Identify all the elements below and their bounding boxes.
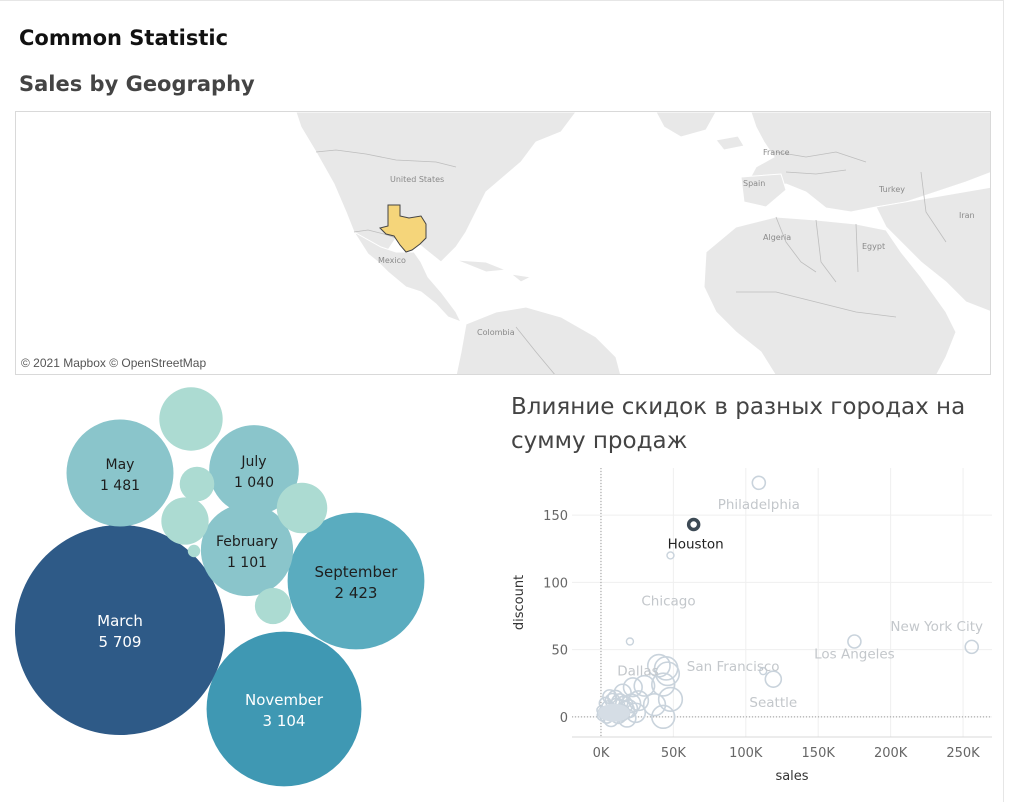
scatter-point[interactable] — [646, 653, 671, 678]
map-title: Sales by Geography — [19, 72, 255, 96]
bubble-svg: March 5 709 November 3 104 September 2 423 May… — [15, 387, 425, 787]
bubble-value: 5 709 — [99, 633, 142, 651]
scatter-point[interactable] — [621, 693, 642, 714]
bubble-november[interactable]: November 3 104 — [206, 631, 362, 787]
map-label-iran: Iran — [959, 211, 975, 220]
map-europe — [747, 112, 990, 213]
map-iberia — [740, 173, 787, 208]
city-point-los-angeles[interactable]: Los Angeles — [814, 634, 895, 663]
bubble-label: February — [216, 534, 278, 550]
bubble-value: 1 101 — [227, 555, 267, 571]
city-point-chicago[interactable]: Chicago — [641, 551, 696, 610]
bubble-label: November — [245, 691, 324, 709]
city-label: Seattle — [749, 695, 797, 711]
bubble-label: May — [106, 457, 135, 473]
map-label-colombia: Colombia — [477, 328, 515, 337]
city-label: Chicago — [641, 593, 695, 609]
map-africa — [703, 216, 957, 374]
map-north-america — [295, 112, 577, 263]
city-point-san-francisco[interactable]: San Francisco — [687, 659, 780, 676]
scatter-cluster[interactable] — [598, 703, 630, 722]
bubble-label: September — [315, 563, 399, 581]
scatter-point[interactable] — [633, 674, 656, 697]
scatter-title: Влияние скидок в разных городах на сумму… — [511, 394, 966, 454]
scatter-point[interactable] — [655, 661, 681, 687]
scatter-point[interactable] — [642, 693, 667, 717]
map-attribution: © 2021 Mapbox © OpenStreetMap — [21, 356, 207, 370]
map-label-algeria: Algeria — [763, 233, 791, 242]
city-label: Los Angeles — [814, 647, 895, 663]
map-greenland — [655, 112, 717, 138]
y-tick-label: 150 — [543, 509, 568, 524]
x-tick-label: 0K — [593, 746, 610, 761]
bubble-unlabeled-9[interactable] — [254, 587, 292, 625]
bubble-value: 1 481 — [100, 478, 140, 494]
bubble-unlabeled-6[interactable] — [159, 387, 223, 451]
bubble-label: July — [240, 454, 266, 470]
bubble-value: 3 104 — [263, 712, 306, 730]
bubble-value: 1 040 — [234, 475, 274, 491]
map-south-america — [455, 306, 621, 374]
map-label-mexico: Mexico — [378, 256, 406, 265]
city-label: Houston — [668, 536, 724, 552]
bubble-chart: March 5 709 November 3 104 September 2 423 May… — [0, 380, 470, 802]
scatter-point[interactable] — [622, 677, 643, 698]
scatter-point[interactable] — [651, 672, 676, 697]
dashboard-title: Common Statistic — [19, 26, 229, 50]
map-asia — [875, 186, 990, 312]
x-tick-label: 100K — [729, 746, 763, 761]
city-point-houston[interactable]: Houston — [668, 517, 724, 552]
bubble-unlabeled-10[interactable] — [179, 466, 215, 502]
map-label-spain: Spain — [743, 179, 765, 188]
city-label: Dallas — [617, 664, 658, 680]
bubble-july[interactable]: July 1 040 — [209, 425, 299, 515]
y-tick-label: 100 — [543, 576, 568, 591]
x-tick-label: 250K — [946, 746, 980, 761]
city-point-philadelphia[interactable]: Philadelphia — [718, 475, 800, 513]
x-tick-label: 200K — [874, 746, 908, 761]
bubble-march[interactable]: March 5 709 — [15, 525, 225, 735]
city-label: Philadelphia — [718, 497, 800, 513]
city-point-new-york-city[interactable]: New York City — [890, 619, 983, 655]
map-caribbean — [455, 259, 507, 273]
bubble-september[interactable]: September 2 423 — [287, 512, 425, 650]
scatter-point[interactable] — [628, 690, 650, 712]
map-land: United States Mexico Colombia France Spa… — [295, 112, 990, 374]
bubble-unlabeled-11[interactable] — [187, 544, 201, 558]
bubble-may[interactable]: May 1 481 — [66, 419, 174, 527]
scatter-svg: 0K 50K 100K 150K 200K 250K 0 50 100 150 sales disco… — [512, 468, 992, 784]
bubble-value: 2 423 — [335, 584, 378, 602]
map-label-egypt: Egypt — [862, 242, 885, 251]
y-axis-title: discount — [512, 575, 527, 630]
map-mexico — [353, 231, 463, 323]
sales-map[interactable]: United States Mexico Colombia France Spa… — [15, 111, 991, 375]
scatter-point[interactable] — [657, 686, 684, 712]
city-point-seattle[interactable]: Seattle — [749, 670, 797, 711]
y-tick-label: 50 — [551, 644, 568, 659]
map-label-us: United States — [390, 175, 444, 184]
texas-highlight — [379, 204, 427, 253]
bubble-unlabeled-8[interactable] — [161, 497, 209, 545]
scatter-point[interactable] — [651, 704, 676, 730]
bubble-february[interactable]: February 1 101 — [200, 503, 294, 597]
map-label-france: France — [763, 148, 790, 157]
city-label: San Francisco — [687, 659, 780, 675]
map-label-turkey: Turkey — [878, 185, 905, 194]
y-tick-label: 0 — [560, 711, 568, 726]
city-label: New York City — [890, 619, 983, 635]
bubble-label: March — [97, 612, 143, 630]
bubble-unlabeled-7[interactable] — [276, 482, 328, 534]
scatter-chart: 0K 50K 100K 150K 200K 250K 0 50 100 150 sales disco… — [505, 460, 995, 799]
x-tick-label: 50K — [661, 746, 687, 761]
x-axis-title: sales — [775, 769, 808, 784]
city-point-dallas[interactable]: Dallas — [617, 637, 659, 680]
x-tick-label: 150K — [802, 746, 836, 761]
